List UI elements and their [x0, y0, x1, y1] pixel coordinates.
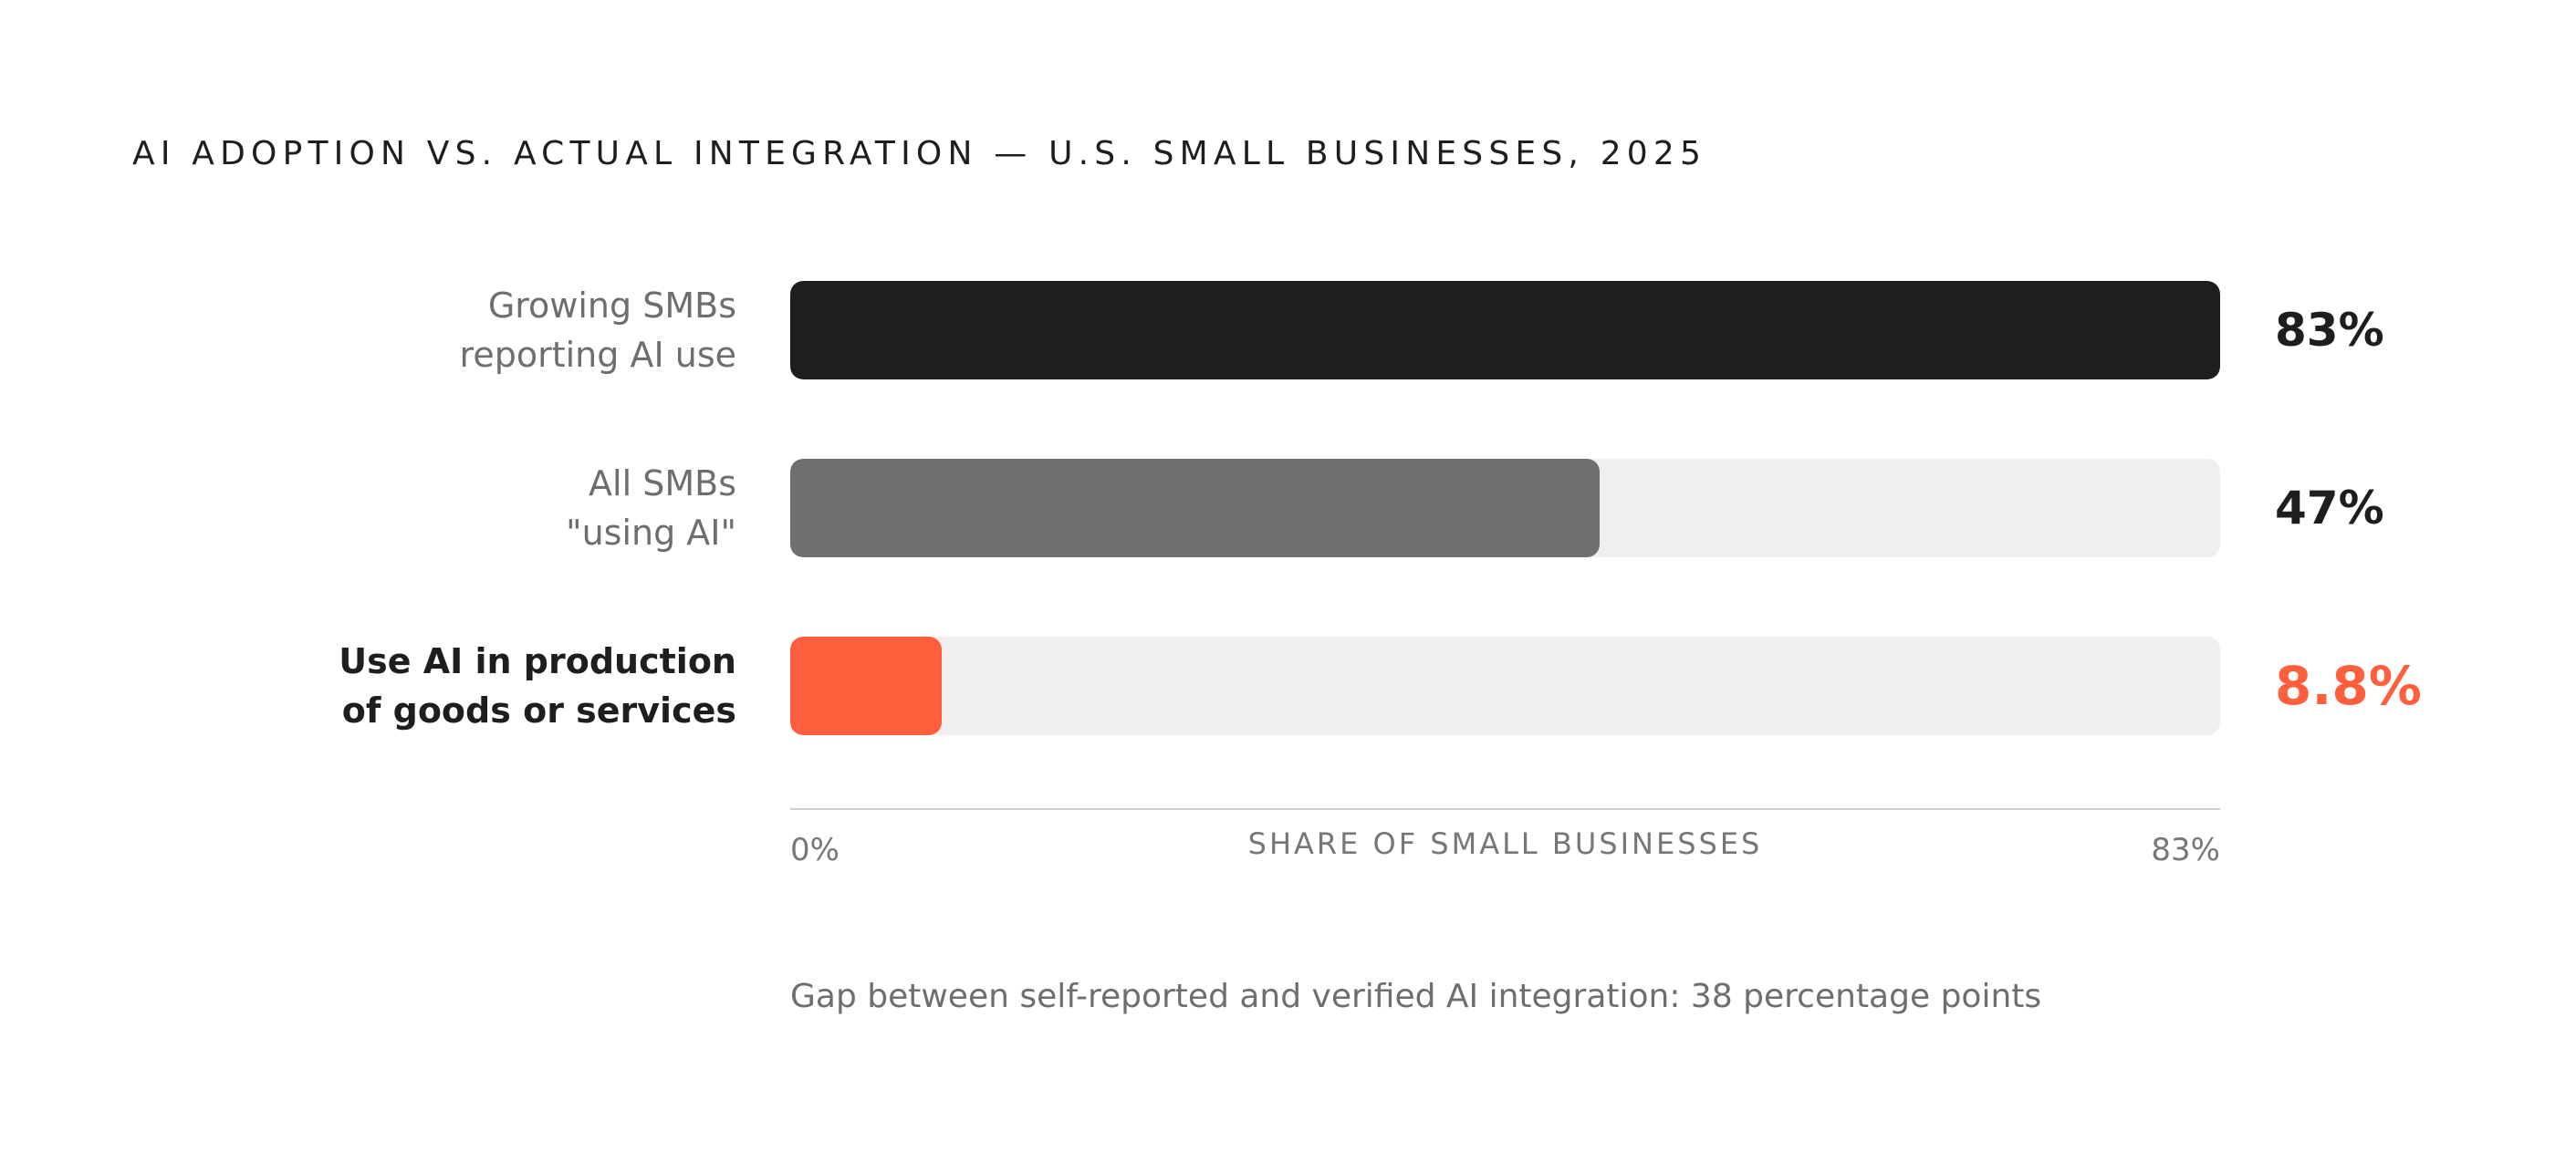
x-tick-label-start: 0%	[790, 832, 840, 868]
value-label: 47%	[2275, 482, 2384, 534]
category-label: All SMBs "using AI"	[566, 463, 736, 553]
bar-row: All SMBs "using AI" 47%	[0, 459, 2576, 557]
bar-track	[790, 459, 2220, 557]
bar	[790, 459, 1600, 557]
x-axis-line	[790, 808, 2220, 810]
bar-row: Use AI in production of goods or service…	[0, 637, 2576, 735]
category-label: Use AI in production of goods or service…	[339, 641, 736, 731]
bar-track	[790, 281, 2220, 379]
x-axis-title: SHARE OF SMALL BUSINESSES	[1247, 826, 1763, 861]
gap-annotation: Gap between self-reported and verified A…	[790, 978, 2042, 1015]
value-label: 83%	[2275, 304, 2384, 357]
chart-title: AI ADOPTION VS. ACTUAL INTEGRATION — U.S…	[132, 135, 1707, 172]
bar	[790, 637, 942, 735]
bar	[790, 281, 2220, 379]
category-label: Growing SMBs reporting AI use	[459, 285, 736, 375]
bar-track	[790, 637, 2220, 735]
bar-row: Growing SMBs reporting AI use 83%	[0, 281, 2576, 379]
x-tick-label-end: 83%	[2151, 832, 2220, 868]
value-label: 8.8%	[2275, 655, 2422, 717]
